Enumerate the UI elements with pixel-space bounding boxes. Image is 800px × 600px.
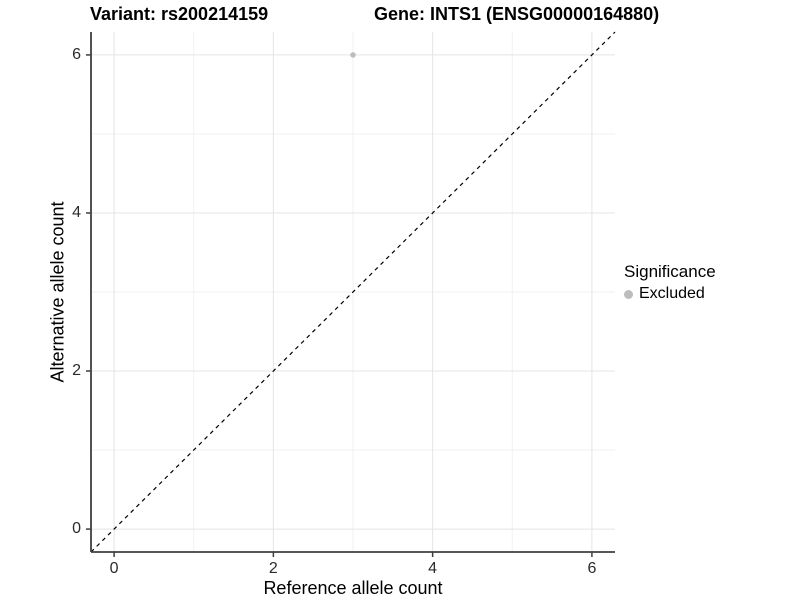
y-tick-label: 2 — [72, 362, 81, 380]
identity-dashed-line — [90, 31, 616, 553]
x-tick-label: 2 — [268, 560, 278, 577]
y-tick-label: 6 — [72, 45, 81, 63]
legend: Significance Excluded — [624, 262, 716, 303]
plot-title-variant: Variant: rs200214159 — [90, 4, 269, 24]
x-axis-title: Reference allele count — [263, 578, 443, 598]
plot-title-gene: Gene: INTS1 (ENSG00000164880) — [374, 4, 660, 24]
x-tick-label: 4 — [428, 560, 438, 577]
y-axis-title: Alternative allele count — [47, 201, 68, 383]
legend-item-excluded: Excluded — [624, 285, 716, 303]
y-tick-label: 0 — [72, 520, 81, 538]
scatter-plot-canvas — [86, 31, 616, 557]
y-tick-label: 4 — [72, 203, 81, 221]
x-tick-label: 0 — [109, 560, 119, 577]
legend-title: Significance — [624, 262, 716, 281]
legend-item-label: Excluded — [639, 285, 705, 302]
data-point-excluded — [350, 52, 356, 58]
legend-point-icon — [624, 289, 633, 299]
plot-panel — [86, 31, 616, 557]
x-tick-label: 6 — [587, 560, 597, 577]
